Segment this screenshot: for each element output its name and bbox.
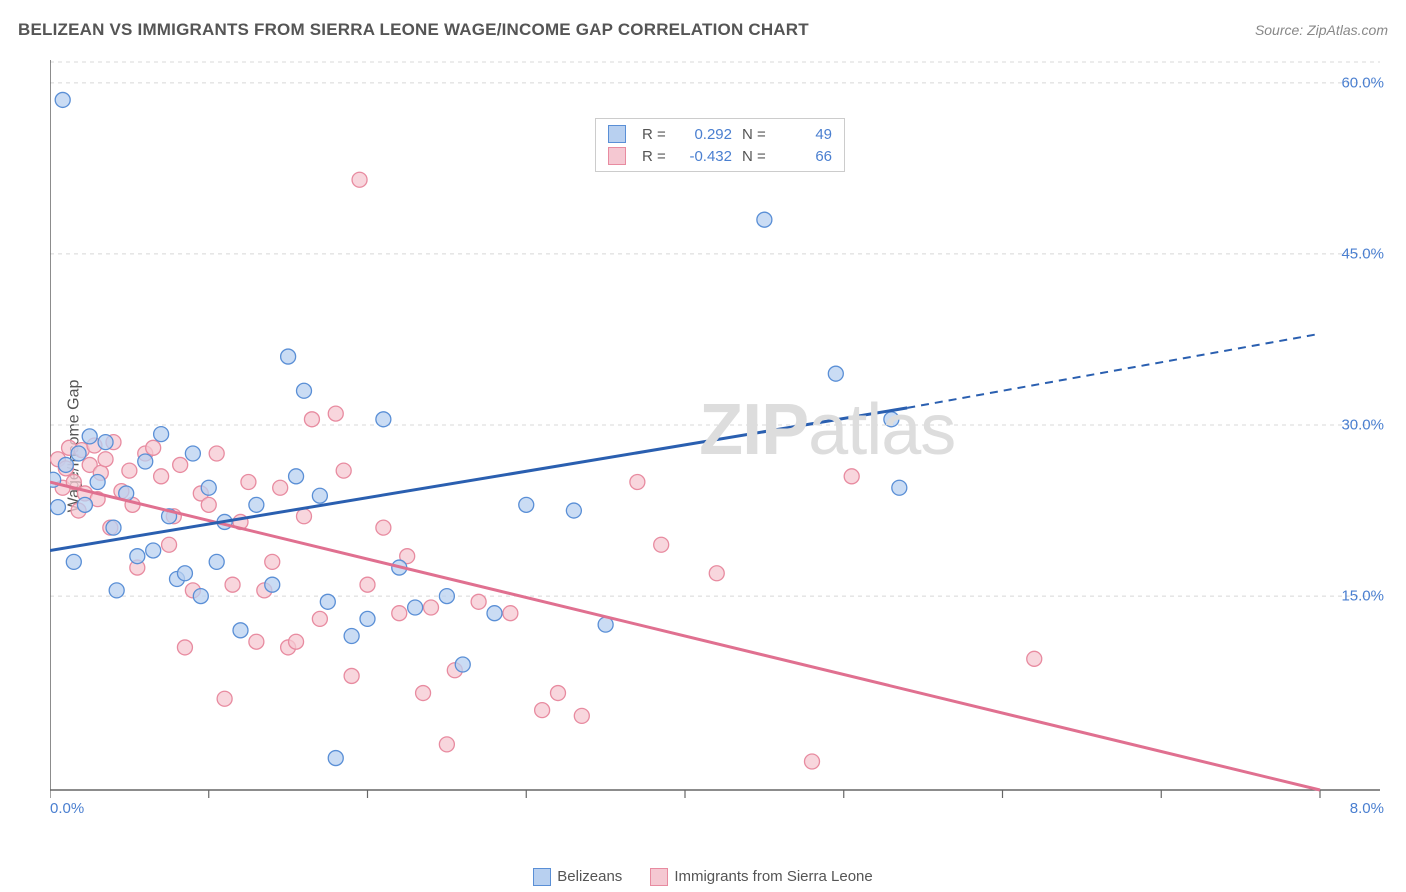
legend-item: Immigrants from Sierra Leone [650, 868, 872, 886]
correlation-legend: R = 0.292 N = 49 R = -0.432 N = 66 [595, 118, 845, 172]
r-value-pink: -0.432 [678, 148, 732, 165]
source-prefix: Source: [1255, 22, 1307, 38]
y-tick-label: 30.0% [1341, 417, 1384, 434]
legend-swatch [650, 868, 668, 886]
n-value-pink: 66 [778, 148, 832, 165]
y-tick-label: 45.0% [1341, 245, 1384, 262]
correlation-row-blue: R = 0.292 N = 49 [608, 123, 832, 145]
scatter-plot [50, 60, 1390, 830]
r-label: R = [642, 126, 668, 143]
r-value-blue: 0.292 [678, 126, 732, 143]
series-legend: Belizeans Immigrants from Sierra Leone [0, 868, 1406, 886]
legend-swatch [533, 868, 551, 886]
legend-label: Belizeans [557, 868, 622, 885]
legend-label: Immigrants from Sierra Leone [674, 868, 872, 885]
x-end-label: 8.0% [1350, 800, 1384, 817]
y-tick-label: 60.0% [1341, 74, 1384, 91]
x-origin-label: 0.0% [50, 800, 84, 817]
correlation-row-pink: R = -0.432 N = 66 [608, 145, 832, 167]
y-tick-label: 15.0% [1341, 588, 1384, 605]
swatch-blue [608, 125, 626, 143]
chart-title: BELIZEAN VS IMMIGRANTS FROM SIERRA LEONE… [18, 20, 809, 40]
source-name: ZipAtlas.com [1307, 22, 1388, 38]
r-label: R = [642, 148, 668, 165]
legend-item: Belizeans [533, 868, 622, 886]
chart-area: ZIPatlas R = 0.292 N = 49 R = -0.432 N =… [50, 60, 1390, 830]
swatch-pink [608, 147, 626, 165]
n-value-blue: 49 [778, 126, 832, 143]
n-label: N = [742, 148, 768, 165]
source-attribution: Source: ZipAtlas.com [1255, 22, 1388, 38]
n-label: N = [742, 126, 768, 143]
chart-header: BELIZEAN VS IMMIGRANTS FROM SIERRA LEONE… [18, 20, 1388, 40]
